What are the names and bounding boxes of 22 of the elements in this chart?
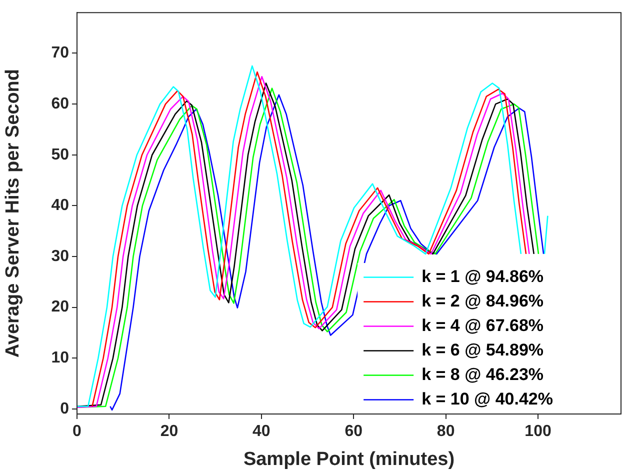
y-tick-label: 60 xyxy=(51,95,70,112)
y-tick-label: 40 xyxy=(51,197,70,214)
legend-label: k = 10 @ 40.42% xyxy=(422,389,554,408)
y-tick-label: 20 xyxy=(51,298,70,316)
y-axis-title: Average Server Hits per Second xyxy=(2,68,24,358)
legend-label: k = 1 @ 94.86% xyxy=(422,266,544,286)
x-tick-label: 20 xyxy=(160,423,178,440)
legend-label: k = 6 @ 54.89% xyxy=(422,340,544,360)
x-tick-label: 40 xyxy=(252,423,270,440)
y-tick-label: 70 xyxy=(51,44,70,62)
y-tick-label: 0 xyxy=(60,400,70,418)
y-tick-label: 10 xyxy=(51,350,70,367)
x-tick-label: 100 xyxy=(524,423,552,440)
legend-label: k = 4 @ 67.68% xyxy=(422,316,544,335)
legend-label: k = 2 @ 84.96% xyxy=(422,291,544,310)
x-tick-label: 80 xyxy=(436,423,455,440)
x-tick-label: 0 xyxy=(72,423,82,440)
x-tick-label: 60 xyxy=(344,423,363,440)
y-tick-label: 30 xyxy=(51,248,70,265)
y-tick-label: 50 xyxy=(51,146,70,164)
legend-label: k = 8 @ 46.23% xyxy=(422,364,544,384)
x-axis-title: Sample Point (minutes) xyxy=(243,448,455,470)
